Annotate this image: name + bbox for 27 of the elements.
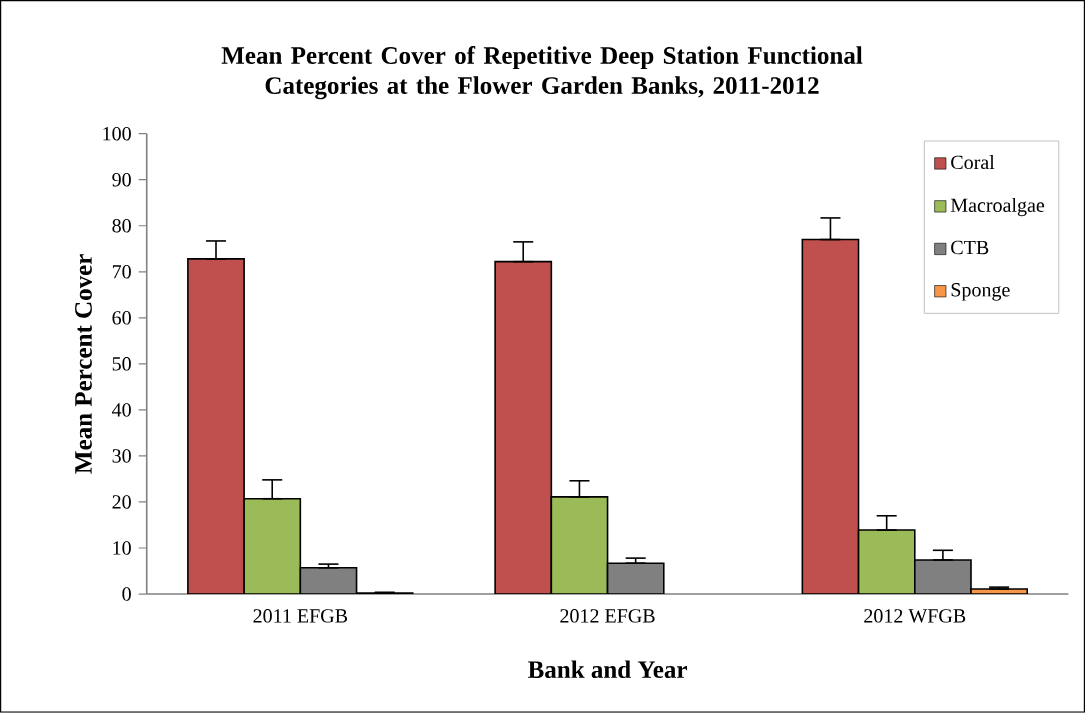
bar (801, 238, 860, 595)
x-axis-title: Bank and Year (528, 660, 687, 679)
y-tick-label: 70 (112, 265, 131, 279)
y-tick-label: 60 (112, 311, 131, 325)
y-tick-label: 0 (122, 587, 131, 601)
chart-title: Mean Percent Cover of Repetitive Deep Station Functional Categories at the Flower Garden Banks, 2011-2012 (221, 46, 863, 100)
y-axis-title: Mean Percent Cover (75, 254, 92, 474)
y-tick-label: 100 (103, 127, 131, 141)
y-tick-label: 90 (112, 173, 131, 187)
legend-label: Sponge (951, 283, 1010, 301)
legend-label: CTB (951, 240, 989, 255)
bar (857, 529, 916, 595)
x-tick-label: 2011 EFGB (253, 609, 348, 623)
bar (550, 496, 609, 595)
x-tick-label: 2012 EFGB (560, 609, 655, 623)
bar (187, 258, 245, 595)
x-tick-label: 2012 WFGB (864, 609, 966, 623)
y-tick-label: 40 (112, 403, 131, 417)
legend-label: Macroalgae (950, 198, 1045, 217)
bar (494, 261, 553, 595)
y-tick-label: 80 (112, 219, 131, 233)
bar (243, 498, 302, 595)
y-tick-label: 50 (112, 357, 131, 371)
y-tick-label: 30 (112, 449, 131, 463)
y-tick-label: 10 (113, 541, 131, 555)
y-tick-label: 20 (112, 495, 131, 509)
legend-label: Coral (951, 155, 995, 170)
